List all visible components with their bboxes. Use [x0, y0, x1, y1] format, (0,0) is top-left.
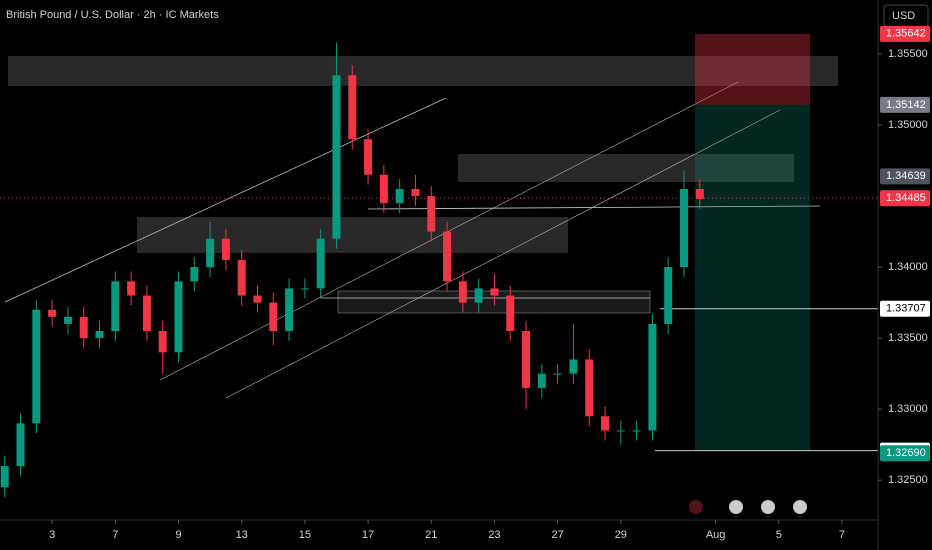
- x-tick-label: 17: [362, 529, 374, 541]
- x-tick-label: 21: [425, 529, 437, 541]
- candle-body: [269, 302, 278, 332]
- overlay: [0, 33, 878, 452]
- candle-body: [364, 139, 373, 175]
- candle-body: [506, 295, 515, 332]
- price-label-bg: [880, 300, 930, 317]
- candle-body: [237, 260, 246, 296]
- x-tick-label: 5: [776, 529, 782, 541]
- candle-body: [158, 331, 167, 353]
- target-zone: [695, 104, 810, 451]
- candle-body: [348, 75, 357, 140]
- price-label: 1.35142: [886, 99, 926, 111]
- x-tick-label: 15: [299, 529, 311, 541]
- candle-body: [300, 288, 309, 290]
- event-icon[interactable]: [729, 500, 743, 514]
- candle-body: [48, 309, 57, 317]
- candle-body: [142, 295, 151, 332]
- candle-body: [443, 231, 452, 282]
- candle-body: [253, 295, 262, 303]
- candle-body: [601, 416, 610, 431]
- x-tick-label: Aug: [706, 529, 726, 541]
- candle-body: [648, 323, 657, 431]
- x-tick-label: 3: [49, 529, 55, 541]
- stop-zone: [695, 33, 810, 105]
- candle-body: [111, 281, 120, 332]
- price-label-bg: [880, 96, 930, 113]
- level-line: [367, 205, 821, 210]
- candle-body: [32, 309, 41, 424]
- zone: [458, 154, 794, 182]
- x-tick-label: 7: [112, 529, 118, 541]
- candle-body: [474, 288, 483, 303]
- candle-body: [395, 188, 404, 204]
- x-tick-label: 23: [488, 529, 500, 541]
- candle-body: [616, 430, 625, 432]
- chart-title: British Pound / U.S. Dollar · 2h · IC Ma…: [6, 9, 219, 21]
- price-label-bg: [880, 168, 930, 185]
- candle-body: [458, 281, 467, 303]
- price-label: 1.33707: [886, 303, 926, 315]
- candle-body: [632, 430, 641, 432]
- candle-body: [680, 188, 689, 268]
- x-tick-label: 7: [839, 529, 845, 541]
- y-tick-label: 1.32500: [888, 474, 928, 486]
- candle-body: [553, 373, 562, 375]
- price-label-bg: [880, 445, 930, 462]
- candle-body: [285, 288, 294, 332]
- x-tick-label: 9: [175, 529, 181, 541]
- candle-body: [664, 267, 673, 324]
- price-label: 1.34485: [886, 192, 926, 204]
- candle-body: [569, 359, 578, 374]
- candle-body: [522, 331, 531, 388]
- y-tick-label: 1.33000: [888, 403, 928, 415]
- candle-body: [537, 373, 546, 388]
- candle-body: [206, 238, 215, 268]
- trend-line: [159, 81, 739, 381]
- price-label: 1.34639: [886, 170, 926, 182]
- candle-body: [411, 188, 420, 197]
- y-tick-label: 1.35000: [888, 119, 928, 131]
- candle-body: [585, 359, 594, 417]
- y-tick-label: 1.35500: [888, 48, 928, 60]
- candle-body: [221, 238, 230, 260]
- currency: USD: [892, 10, 915, 22]
- price-label-bg: [880, 25, 930, 42]
- candle-body: [316, 238, 325, 289]
- candle-body: [63, 316, 72, 324]
- trend-line: [225, 109, 781, 399]
- candle-body: [379, 174, 388, 204]
- event-icon[interactable]: [761, 500, 775, 514]
- candle-body: [190, 267, 199, 282]
- x-tick-label: 13: [236, 529, 248, 541]
- candle-body: [95, 331, 104, 339]
- price-label: 1.35642: [886, 28, 926, 40]
- candle-body: [695, 188, 704, 199]
- candle-body: [490, 288, 499, 296]
- trend-line: [4, 97, 447, 303]
- event-icon[interactable]: [689, 500, 703, 514]
- price-label-bg: [880, 190, 930, 207]
- candle-body: [0, 466, 9, 488]
- y-tick-label: 1.34000: [888, 261, 928, 273]
- candle-body: [127, 281, 136, 296]
- price-label: 1.32690: [886, 447, 926, 459]
- x-tick-label: 29: [615, 529, 627, 541]
- x-tick-label: 27: [552, 529, 564, 541]
- zone: [8, 56, 838, 86]
- candle-body: [174, 281, 183, 353]
- candle-body: [427, 196, 436, 232]
- candles: [0, 42, 704, 498]
- candle-body: [79, 316, 88, 339]
- candle-body: [16, 423, 25, 467]
- candle-body: [332, 75, 341, 239]
- zone: [137, 217, 568, 253]
- event-icon[interactable]: [793, 500, 807, 514]
- y-tick-label: 1.33500: [888, 332, 928, 344]
